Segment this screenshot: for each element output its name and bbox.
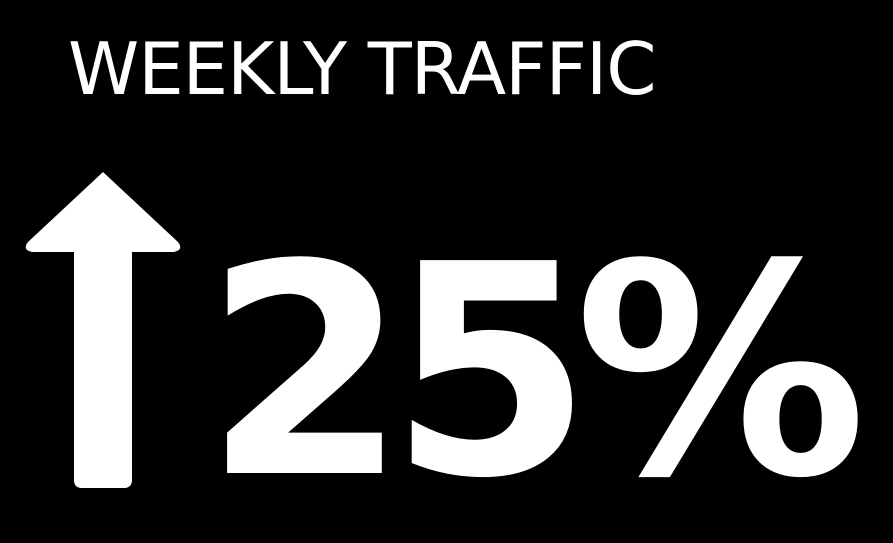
arrow-up-icon	[25, 172, 181, 488]
percent-change-value: 25%	[204, 202, 867, 542]
card-title: WEEKLY TRAFFIC	[68, 27, 656, 111]
